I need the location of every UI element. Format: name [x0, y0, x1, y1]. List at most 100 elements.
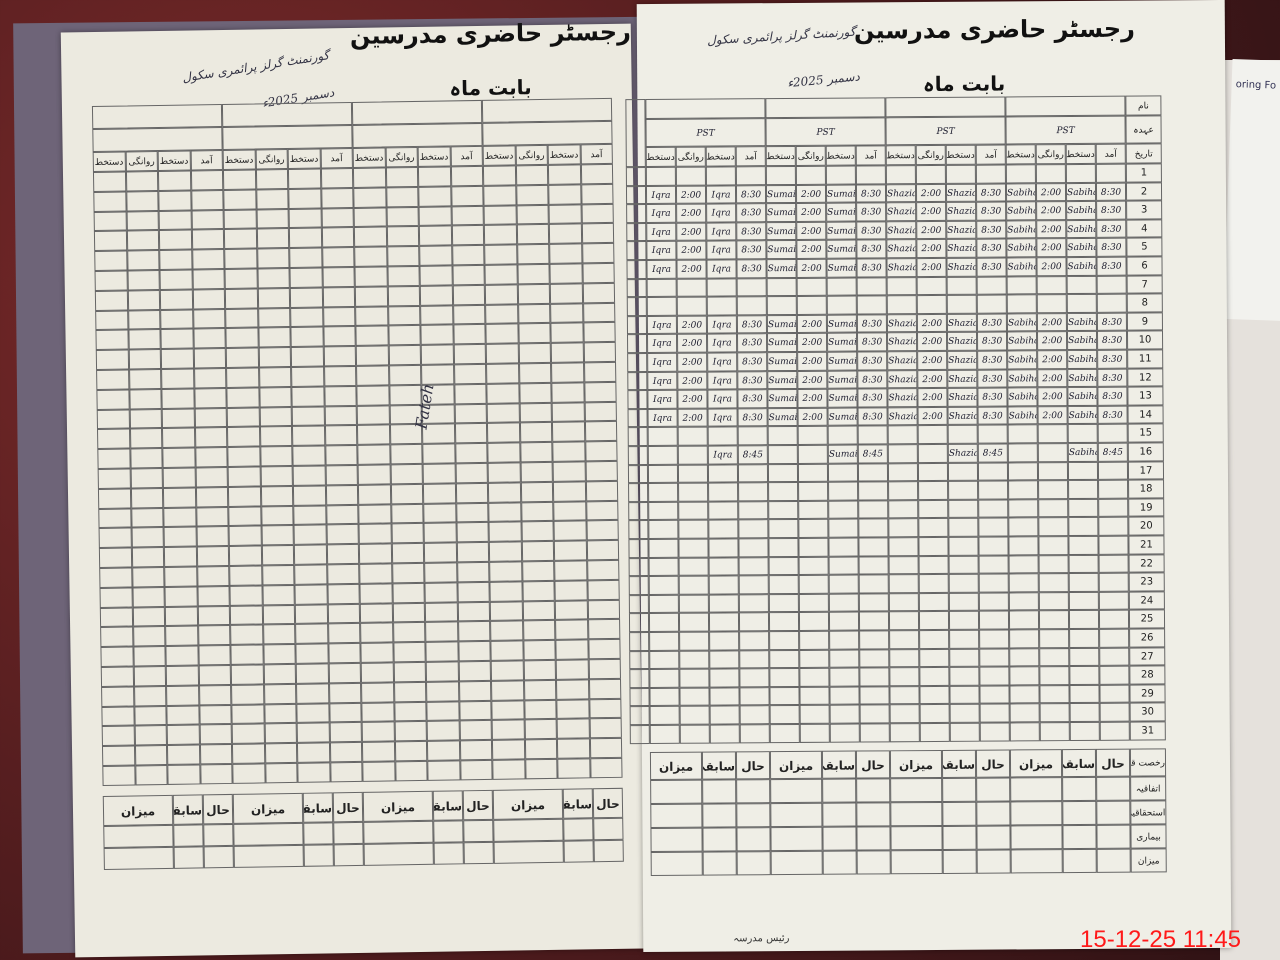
- attendance-cell: [648, 520, 679, 539]
- extra-cell: [626, 222, 647, 242]
- left-attendance-cell: [231, 684, 264, 705]
- left-attendance-cell: [193, 367, 227, 389]
- left-attendance-cell: [491, 680, 524, 701]
- left-attendance-cell: [581, 243, 615, 264]
- attendance-cell: [826, 295, 857, 315]
- attendance-cell: [1038, 498, 1069, 518]
- attendance-cell: [1008, 480, 1039, 500]
- attendance-cell: [888, 611, 920, 631]
- teacher-name-cell: [1005, 95, 1126, 117]
- left-attendance-cell: [133, 665, 167, 687]
- attendance-cell: [796, 295, 827, 315]
- attendance-cell: [676, 296, 707, 316]
- attendance-cell: [799, 649, 830, 669]
- attendance-cell: 2:00: [1036, 257, 1067, 276]
- left-attendance-cell: [129, 408, 163, 429]
- left-column-header: دستخط: [547, 144, 581, 165]
- attendance-cell: Sabiha: [1065, 182, 1097, 202]
- column-header: دستخط: [885, 145, 916, 166]
- left-attendance-cell: [329, 742, 363, 763]
- left-attendance-cell: [134, 764, 168, 786]
- attendance-cell: Shazia: [946, 201, 977, 221]
- day-number: 9: [1126, 312, 1163, 332]
- attendance-cell: [708, 519, 739, 539]
- attendance-cell: [768, 482, 799, 501]
- attendance-cell: Iqra: [646, 203, 677, 223]
- summary-cell: [1062, 800, 1097, 825]
- left-attendance-cell: [417, 166, 451, 187]
- left-attendance-cell: [422, 463, 456, 484]
- left-attendance-cell: [385, 186, 419, 208]
- left-attendance-cell: [293, 505, 327, 526]
- attendance-cell: [1038, 610, 1070, 630]
- left-attendance-cell: [326, 583, 360, 605]
- left-attendance-cell: [488, 501, 522, 523]
- attendance-cell: [1069, 721, 1100, 741]
- summary-cell: [976, 825, 1011, 850]
- left-attendance-cell: [261, 564, 295, 586]
- left-attendance-cell: [580, 183, 614, 204]
- attendance-cell: [1068, 554, 1099, 574]
- left-summary-cell: [233, 822, 304, 846]
- left-attendance-cell: [521, 560, 555, 582]
- left-attendance-cell: [549, 283, 583, 304]
- attendance-cell: [1069, 628, 1100, 648]
- left-attendance-cell: [263, 683, 297, 705]
- left-attendance-cell: [101, 745, 135, 766]
- attendance-cell: [708, 612, 740, 632]
- attendance-cell: [648, 482, 679, 502]
- left-attendance-cell: [586, 579, 620, 600]
- left-attendance-cell: [101, 686, 134, 707]
- left-attendance-cell: [487, 482, 521, 503]
- left-attendance-cell: [291, 366, 324, 387]
- attendance-cell: [917, 443, 948, 463]
- attendance-cell: [1069, 647, 1100, 667]
- left-attendance-cell: [321, 247, 355, 268]
- attendance-cell: Shazia: [946, 239, 977, 258]
- attendance-cell: [949, 666, 980, 686]
- summary-cell: [822, 826, 857, 851]
- attendance-cell: 8:30: [857, 351, 888, 371]
- left-attendance-cell: [225, 308, 258, 329]
- attendance-cell: 8:30: [856, 239, 887, 259]
- attendance-cell: [766, 296, 797, 315]
- left-attendance-cell: [426, 681, 459, 702]
- left-attendance-cell: [454, 403, 487, 424]
- leave-type-label: رخصت قسم: [1129, 747, 1167, 777]
- left-attendance-cell: [134, 725, 167, 746]
- left-attendance-cell: [555, 639, 589, 660]
- left-attendance-cell: [97, 468, 131, 489]
- attendance-cell: [918, 592, 949, 612]
- attendance-cell: 8:30: [1096, 331, 1128, 350]
- left-attendance-cell: [521, 541, 555, 562]
- left-attendance-cell: [325, 504, 359, 525]
- left-attendance-cell: [321, 207, 354, 228]
- attendance-cell: [978, 517, 1009, 537]
- attendance-cell: Sumaira: [767, 370, 798, 390]
- left-attendance-cell: [196, 546, 230, 567]
- left-attendance-cell: [548, 223, 582, 245]
- left-attendance-cell: [520, 461, 553, 483]
- left-attendance-cell: [492, 759, 526, 780]
- column-header: روانگی: [675, 146, 706, 167]
- attendance-cell: [948, 536, 979, 556]
- left-attendance-cell: [130, 507, 164, 528]
- attendance-cell: [767, 444, 798, 464]
- attendance-cell: [858, 518, 889, 538]
- attendance-cell: Sumaira: [827, 388, 858, 408]
- attendance-cell: [1097, 461, 1129, 481]
- left-summary-cell: [173, 846, 204, 869]
- left-attendance-cell: [394, 721, 427, 742]
- left-attendance-cell: [584, 421, 618, 442]
- left-attendance-cell: [129, 428, 163, 449]
- attendance-cell: Iqra: [706, 259, 737, 279]
- attendance-cell: [648, 557, 679, 577]
- left-attendance-cell: [287, 168, 321, 189]
- left-attendance-cell: [360, 662, 394, 683]
- attendance-cell: Shazia: [946, 220, 977, 240]
- left-attendance-cell: [160, 309, 193, 330]
- attendance-cell: Sabiha: [1066, 219, 1097, 239]
- left-attendance-cell: [488, 521, 522, 543]
- attendance-cell: [945, 164, 976, 184]
- attendance-cell: [769, 705, 800, 725]
